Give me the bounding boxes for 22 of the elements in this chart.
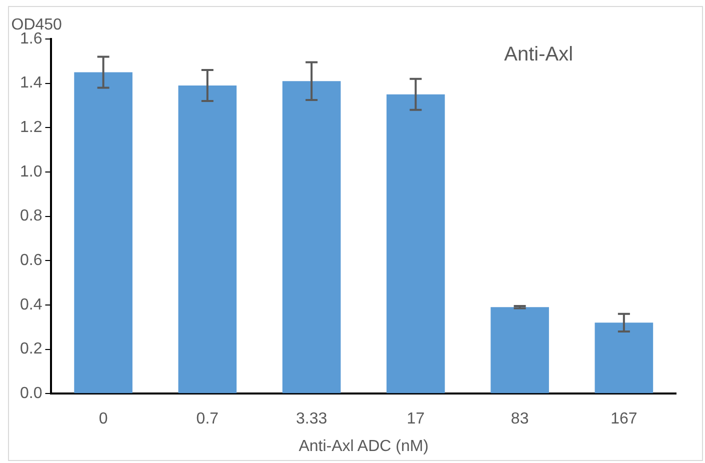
y-tick-label: 0.6	[20, 252, 42, 270]
y-tick-label: 1.0	[20, 163, 42, 180]
bar	[386, 94, 445, 394]
x-axis-title: Anti-Axl ADC (nM)	[298, 438, 429, 455]
y-tick-label: 1.2	[20, 119, 42, 136]
x-tick-label: 17	[406, 410, 425, 428]
y-tick-label: 0.0	[20, 385, 42, 402]
annotation: Anti-Axl	[504, 44, 574, 66]
x-tick-label: 83	[510, 410, 529, 428]
x-tick-label: 0	[98, 410, 108, 428]
bar	[74, 72, 132, 394]
bar	[178, 86, 237, 394]
x-tick-label: 0.7	[196, 410, 219, 428]
bar	[490, 307, 549, 394]
y-tick-label: 1.4	[20, 74, 42, 92]
x-tick-label: 167	[610, 410, 638, 428]
y-tick-label: 0.8	[20, 208, 42, 225]
y-tick-label: 0.4	[20, 296, 42, 314]
bar	[282, 81, 341, 394]
y-tick-label: 0.2	[20, 340, 42, 358]
x-tick-label: 3.33	[296, 410, 328, 428]
bar	[594, 322, 654, 394]
